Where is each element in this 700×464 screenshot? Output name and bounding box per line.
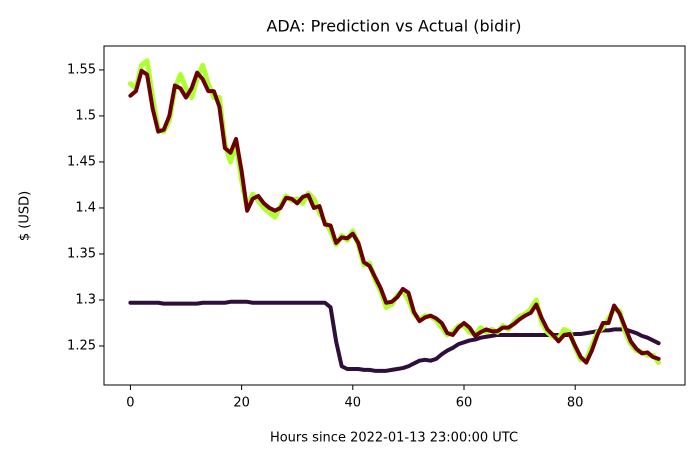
x-tick-label: 20 — [233, 396, 250, 411]
series-line — [128, 68, 661, 365]
x-tick-label: 80 — [567, 396, 584, 411]
y-tick-label: 1.45 — [67, 154, 96, 169]
x-tick-label: 40 — [345, 396, 362, 411]
plot-frame — [103, 45, 686, 386]
chart-title: ADA: Prediction vs Actual (bidir) — [266, 17, 521, 36]
y-tick-label: 1.25 — [67, 338, 96, 353]
y-tick-label: 1.5 — [75, 108, 96, 123]
y-tick-label: 1.3 — [75, 292, 96, 307]
y-tick-label: 1.55 — [67, 62, 96, 77]
y-tick-label: 1.4 — [75, 200, 96, 215]
y-tick-label: 1.35 — [67, 246, 96, 261]
x-tick-label: 0 — [126, 396, 134, 411]
series-line — [127, 58, 662, 366]
y-axis-label: $ (USD) — [18, 191, 33, 241]
x-axis-label: Hours since 2022-01-13 23:00:00 UTC — [270, 431, 518, 446]
x-tick-label: 60 — [456, 396, 473, 411]
